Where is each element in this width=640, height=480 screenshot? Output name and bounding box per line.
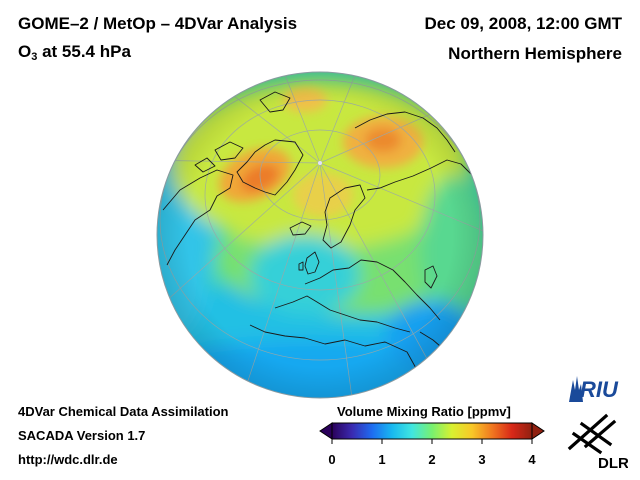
- colorbar-tick-label: 4: [528, 452, 536, 467]
- map-title: GOME–2 / MetOp – 4DVar Analysis: [18, 14, 298, 33]
- footer-url[interactable]: http://wdc.dlr.de: [18, 452, 118, 467]
- colorbar-tick-label: 2: [428, 452, 436, 467]
- footer-line-1: 4DVar Chemical Data Assimilation: [18, 404, 229, 419]
- map-subtitle: O3 at 55.4 hPa: [18, 42, 131, 63]
- ozone-globe-map: [156, 71, 484, 399]
- region-label: Northern Hemisphere: [448, 44, 622, 63]
- dlr-logo-symbol-icon: [567, 413, 617, 455]
- colorbar-title: Volume Mixing Ratio [ppmv]: [337, 404, 511, 419]
- dlr-logo: DLR: [567, 413, 628, 470]
- colorbar: [319, 422, 545, 444]
- riu-logo-flame-icon: [569, 376, 583, 402]
- riu-logo-text: RIU: [580, 377, 619, 402]
- pressure-level: at 55.4 hPa: [37, 42, 131, 61]
- riu-logo: RIU: [569, 376, 619, 402]
- colorbar-tick-label: 3: [478, 452, 486, 467]
- footer-line-2: SACADA Version 1.7: [18, 428, 146, 443]
- species-label: O: [18, 42, 32, 61]
- species-subscript: 3: [31, 51, 38, 63]
- colorbar-right-arrow: [531, 422, 545, 440]
- colorbar-tick-label: 0: [328, 452, 336, 467]
- globe-outline: [156, 71, 484, 399]
- north-pole-marker: [318, 161, 322, 165]
- dlr-logo-text: DLR: [598, 455, 628, 470]
- colorbar-tick-label: 1: [378, 452, 386, 467]
- colorbar-ramp: [331, 422, 533, 440]
- globe-shading: [157, 72, 483, 398]
- analysis-date: Dec 09, 2008, 12:00 GMT: [424, 14, 622, 33]
- colorbar-left-arrow: [319, 422, 333, 440]
